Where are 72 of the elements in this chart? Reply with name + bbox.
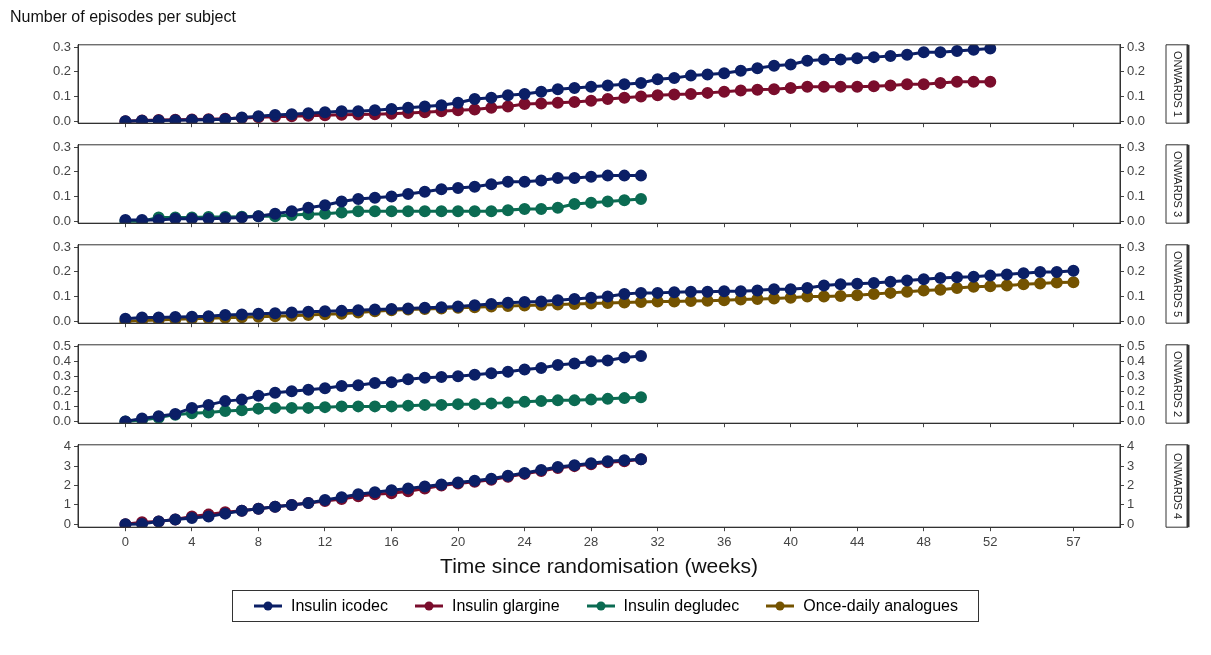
y-tick-label: 0.0 [52,312,71,328]
x-tick-label: 52 [983,533,998,549]
y2-tick-label: 0 [1127,515,1135,531]
y-tick-label: 0.4 [52,352,71,368]
y-tick-label: 0.2 [52,263,71,279]
x-axis-title: Time since randomisation (weeks) [440,554,758,578]
y2-tick-label: 0.2 [1127,63,1146,79]
x-tick-label: 28 [583,533,599,549]
y2-tick-label: 0.3 [1127,367,1146,383]
y-tick-label: 0.0 [52,412,71,428]
x-tick-label: 32 [650,533,665,549]
y-tick-label: 0.3 [52,367,71,383]
y2-tick-label: 0.4 [1127,352,1146,368]
x-tick-label: 57 [1066,533,1081,549]
x-tick-label: 8 [254,533,263,549]
text: ONWARDS 2 [1171,350,1184,418]
x-tick-label: 44 [849,533,865,549]
text: ONWARDS 5 [1171,250,1184,318]
legend-label: Insulin degludec [623,597,740,615]
x-tick-label: 16 [384,533,399,549]
y-tick-label: 0.1 [52,88,71,104]
y-tick-label: 0.5 [52,337,71,353]
y2-tick-label: 0.2 [1127,382,1146,398]
text: ONWARDS 1 [1171,50,1184,118]
x-tick-label: 0 [121,533,130,549]
x-tick-label: 36 [716,533,732,549]
y2-tick-label: 0.3 [1127,38,1146,54]
y-tick-label: 0 [63,515,71,531]
y2-tick-label: 0.3 [1127,138,1146,154]
y2-tick-label: 0.0 [1127,312,1146,328]
y2-tick-label: 0.2 [1127,163,1146,179]
y-tick-label: 0.1 [52,288,71,304]
y2-tick-label: 0.0 [1127,212,1146,228]
y-tick-label: 0.2 [52,382,71,398]
x-tick-label: 12 [317,533,333,549]
y2-tick-label: 0.2 [1127,263,1146,279]
y2-tick-label: 0.5 [1127,337,1146,353]
y2-tick-label: 0.1 [1127,288,1146,304]
y-tick-label: 0.3 [52,38,71,54]
y-tick-label: 0.3 [52,138,71,154]
text: ONWARDS 4 [1171,452,1184,520]
x-tick-label: 20 [450,533,466,549]
y2-tick-label: 0.3 [1127,238,1146,254]
y-tick-label: 2 [63,477,71,493]
y-tick-label: 0.0 [52,212,71,228]
y2-tick-label: 0.0 [1127,112,1146,128]
y-tick-label: 0.0 [52,112,71,128]
y-tick-label: 0.2 [52,63,71,79]
y-axis-title: Number of episodes per subject [9,8,237,27]
y-tick-label: 0.1 [52,188,71,204]
legend-label: Insulin glargine [451,597,560,615]
text: ONWARDS 3 [1171,150,1184,218]
y-tick-label: 0.3 [52,238,71,254]
legend-label: Once-daily analogues [803,597,958,615]
y2-tick-label: 0.1 [1127,188,1146,204]
y-tick-label: 0.1 [52,397,71,413]
x-tick-label: 40 [783,533,798,549]
x-tick-label: 48 [916,533,931,549]
y-tick-label: 1 [63,496,71,512]
y2-tick-label: 1 [1127,496,1135,512]
y-tick-label: 4 [63,438,71,454]
legend-label: Insulin icodec [291,597,388,615]
y2-tick-label: 3 [1127,457,1135,473]
y2-tick-label: 4 [1127,438,1135,454]
x-tick-label: 24 [517,533,532,549]
y2-tick-label: 0.1 [1127,88,1146,104]
y2-tick-label: 2 [1127,477,1135,493]
y2-tick-label: 0.1 [1127,397,1146,413]
y-tick-label: 3 [63,457,71,473]
x-tick-label: 4 [188,533,196,549]
y2-tick-label: 0.0 [1127,412,1146,428]
y-tick-label: 0.2 [52,163,71,179]
